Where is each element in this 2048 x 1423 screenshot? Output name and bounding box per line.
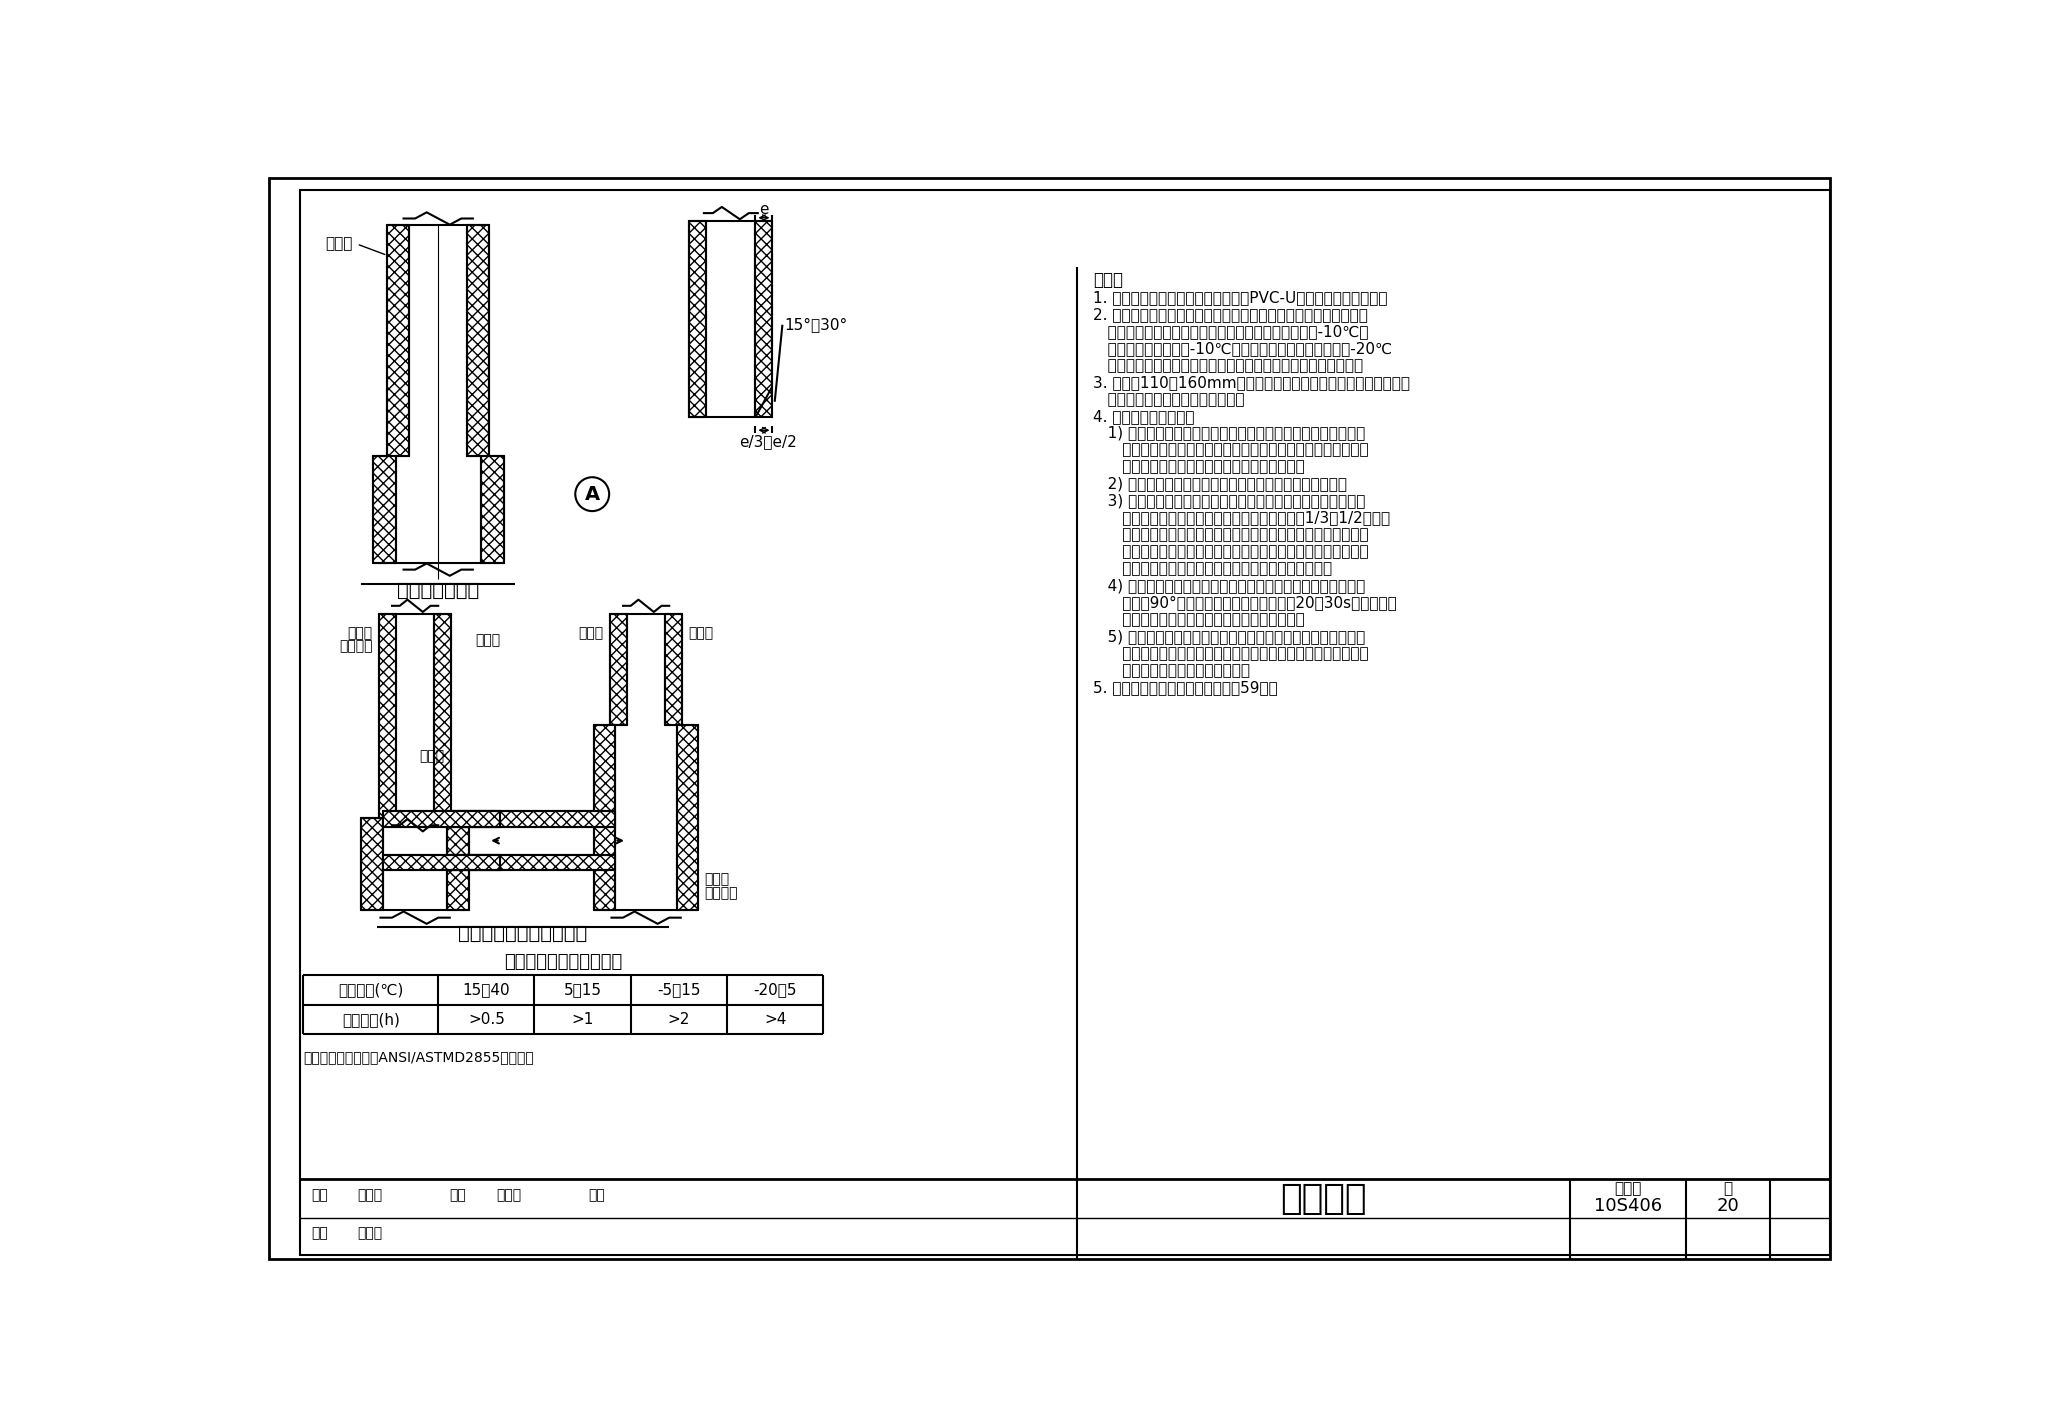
Text: 塑料管: 塑料管 [348,626,373,640]
Text: 季施工时固化时间应适当延长。: 季施工时固化时间应适当延长。 [1094,663,1249,677]
Bar [467,225,489,455]
Text: 粘接连接: 粘接连接 [1280,1181,1366,1215]
Bar [383,811,500,827]
Bar [446,855,614,869]
Text: 刘宗秋: 刘宗秋 [356,1227,383,1241]
Text: 肖睿书: 肖睿书 [356,1188,383,1202]
Text: 净，并根据胶粘剂的性能和气候条件静置至接口固化为止，冬: 净，并根据胶粘剂的性能和气候条件静置至接口固化为止，冬 [1094,646,1368,660]
Bar [756,221,772,417]
Bar [678,726,698,909]
Text: 说明：: 说明： [1094,270,1122,289]
Text: 异径管: 异径管 [475,633,500,647]
Text: 4. 粘接连接操作程序：: 4. 粘接连接操作程序： [1094,408,1194,424]
Text: 以下的环境中不得操作。施工场所应保持空气流通，不得封闭。: 以下的环境中不得操作。施工场所应保持空气流通，不得封闭。 [1094,357,1362,373]
Text: 塑料管: 塑料管 [705,872,729,887]
Text: 塑料管: 塑料管 [580,626,604,640]
Bar [594,726,614,909]
Bar [481,455,504,564]
Text: >1: >1 [571,1012,594,1027]
Text: 2) 根据测量的承口深度，在管道端部画出插入深度标记。: 2) 根据测量的承口深度，在管道端部画出插入深度标记。 [1094,477,1348,491]
Text: 粘接接口示意图: 粘接接口示意图 [397,581,479,601]
Text: 度标记范围内。胶粘剂涂刷应迅速，由里向外均匀涂抹，胶量: 度标记范围内。胶粘剂涂刷应迅速，由里向外均匀涂抹，胶量 [1094,544,1368,559]
Bar [379,613,395,818]
Text: 5～15: 5～15 [563,982,602,998]
Bar [666,613,682,726]
Bar [360,818,383,909]
Text: 塑料管: 塑料管 [420,748,444,763]
Text: e: e [760,202,768,216]
Text: 10S406: 10S406 [1593,1197,1661,1215]
Text: 3) 胶粘剂涂刷：涂胶宜采用鬃刷，当采用其他材料时应防止与: 3) 胶粘剂涂刷：涂胶宜采用鬃刷，当采用其他材料时应防止与 [1094,494,1366,508]
Text: 胶粘剂发生化学作用，刷子宽度一般为管径的1/3～1/2。涂抹: 胶粘剂发生化学作用，刷子宽度一般为管径的1/3～1/2。涂抹 [1094,511,1391,525]
Text: 4) 将涂抹好的管材对准管件承口，一次迅速插入到标记位置，: 4) 将涂抹好的管材对准管件承口，一次迅速插入到标记位置， [1094,578,1364,593]
Text: A: A [584,485,600,504]
Text: e/3～e/2: e/3～e/2 [739,434,797,450]
Text: 15°～30°: 15°～30° [784,317,848,332]
Text: 胶粘剂时应先涂承口，后涂插口，插口涂刷应为管端至插入深: 胶粘剂时应先涂承口，后涂插口，插口涂刷应为管端至插入深 [1094,528,1368,542]
Text: 适当，不得漏涂。不得将管材或管件浸入胶粘剂内。: 适当，不得漏涂。不得将管材或管件浸入胶粘剂内。 [1094,561,1331,576]
Text: -5～15: -5～15 [657,982,700,998]
Text: 再旋转90°，管材、管件的粘结过程宜在20～30s内完成。若: 再旋转90°，管材、管件的粘结过程宜在20～30s内完成。若 [1094,595,1397,610]
Bar [383,855,500,869]
Bar [387,225,410,455]
Text: >0.5: >0.5 [467,1012,504,1027]
Bar [610,613,627,726]
Text: 5. 塑料异径管的尺寸详见本图集第59页。: 5. 塑料异径管的尺寸详见本图集第59页。 [1094,680,1278,694]
Text: 1. 粘接连接形式适用于硬聚氯乙烯（PVC-U）类管材及管件连接。: 1. 粘接连接形式适用于硬聚氯乙烯（PVC-U）类管材及管件连接。 [1094,290,1386,305]
Text: 页: 页 [1724,1181,1733,1197]
Text: -20～5: -20～5 [754,982,797,998]
Text: 承插（异径塑－塑）连接: 承插（异径塑－塑）连接 [459,924,588,942]
Text: >4: >4 [764,1012,786,1027]
Text: 油污时，应蘸无水酒精或丙酮等清洁剂擦净。: 油污时，应蘸无水酒精或丙酮等清洁剂擦净。 [1094,460,1305,474]
Text: 异径管: 异径管 [688,626,713,640]
Text: 审定: 审定 [588,1188,604,1202]
Text: 道轴向力较大，应两人共同操作。: 道轴向力较大，应两人共同操作。 [1094,391,1245,407]
Text: 校对: 校对 [451,1188,467,1202]
Bar [446,818,469,909]
Text: 5) 粘结工序结束，应及时将残留在承口端部的多余胶粘剂擦干: 5) 粘结工序结束，应及时将残留在承口端部的多余胶粘剂擦干 [1094,629,1364,645]
Text: 塑料管: 塑料管 [326,236,352,252]
Text: 图集号: 图集号 [1614,1181,1642,1197]
Text: 审核: 审核 [311,1188,328,1202]
Text: 室外温度(℃): 室外温度(℃) [338,982,403,998]
Text: 15～40: 15～40 [463,982,510,998]
Text: 2. 管道粘接不宜在湿度很大的环境下进行，操作场所应远离火源、: 2. 管道粘接不宜在湿度很大的环境下进行，操作场所应远离火源、 [1094,307,1368,322]
Bar [446,811,614,827]
Bar [434,613,451,818]
Text: 曲申苗: 曲申苗 [496,1188,520,1202]
Text: 20: 20 [1716,1197,1739,1215]
Text: 干布擦净，粘接表面不得粘有尘埃、水迹及油污，当表面粘有: 干布擦净，粘接表面不得粘有尘埃、水迹及油污，当表面粘有 [1094,443,1368,458]
Text: 注：静置时间按美国ANSI/ASTMD2855的建议。: 注：静置时间按美国ANSI/ASTMD2855的建议。 [303,1050,535,1064]
Text: >2: >2 [668,1012,690,1027]
Text: 3. 管径为110～160mm的排水管材，在进行管道粘接施工时，因管: 3. 管径为110～160mm的排水管材，在进行管道粘接施工时，因管 [1094,374,1409,390]
Text: （立管）: （立管） [340,639,373,653]
Text: 1) 在涂刷胶粘剂之前，应先用砂纸将粘接表面打毛，并用清洁: 1) 在涂刷胶粘剂之前，应先用砂纸将粘接表面打毛，并用清洁 [1094,425,1364,441]
Text: （横管）: （横管） [705,887,737,899]
Text: 操作过程中胶粘剂干固，应清除后重新涂刷。: 操作过程中胶粘剂干固，应清除后重新涂刷。 [1094,612,1305,628]
Bar [373,455,395,564]
Text: 管道粘接后的静置时间表: 管道粘接后的静置时间表 [504,952,623,970]
Text: 防止撞击和阳光直射。冬季施工，环境温度不宜低于-10℃；: 防止撞击和阳光直射。冬季施工，环境温度不宜低于-10℃； [1094,324,1368,339]
Text: 静置时间(h): 静置时间(h) [342,1012,399,1027]
Text: 当施工环境温度低于-10℃时，应采取防寒防冻措施。在-20℃: 当施工环境温度低于-10℃时，应采取防寒防冻措施。在-20℃ [1094,342,1393,356]
Bar [690,221,707,417]
Text: 设计: 设计 [311,1227,328,1241]
